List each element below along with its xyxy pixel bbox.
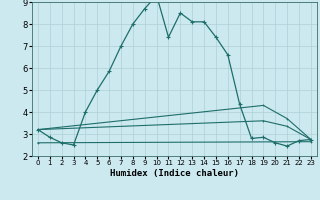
X-axis label: Humidex (Indice chaleur): Humidex (Indice chaleur) bbox=[110, 169, 239, 178]
